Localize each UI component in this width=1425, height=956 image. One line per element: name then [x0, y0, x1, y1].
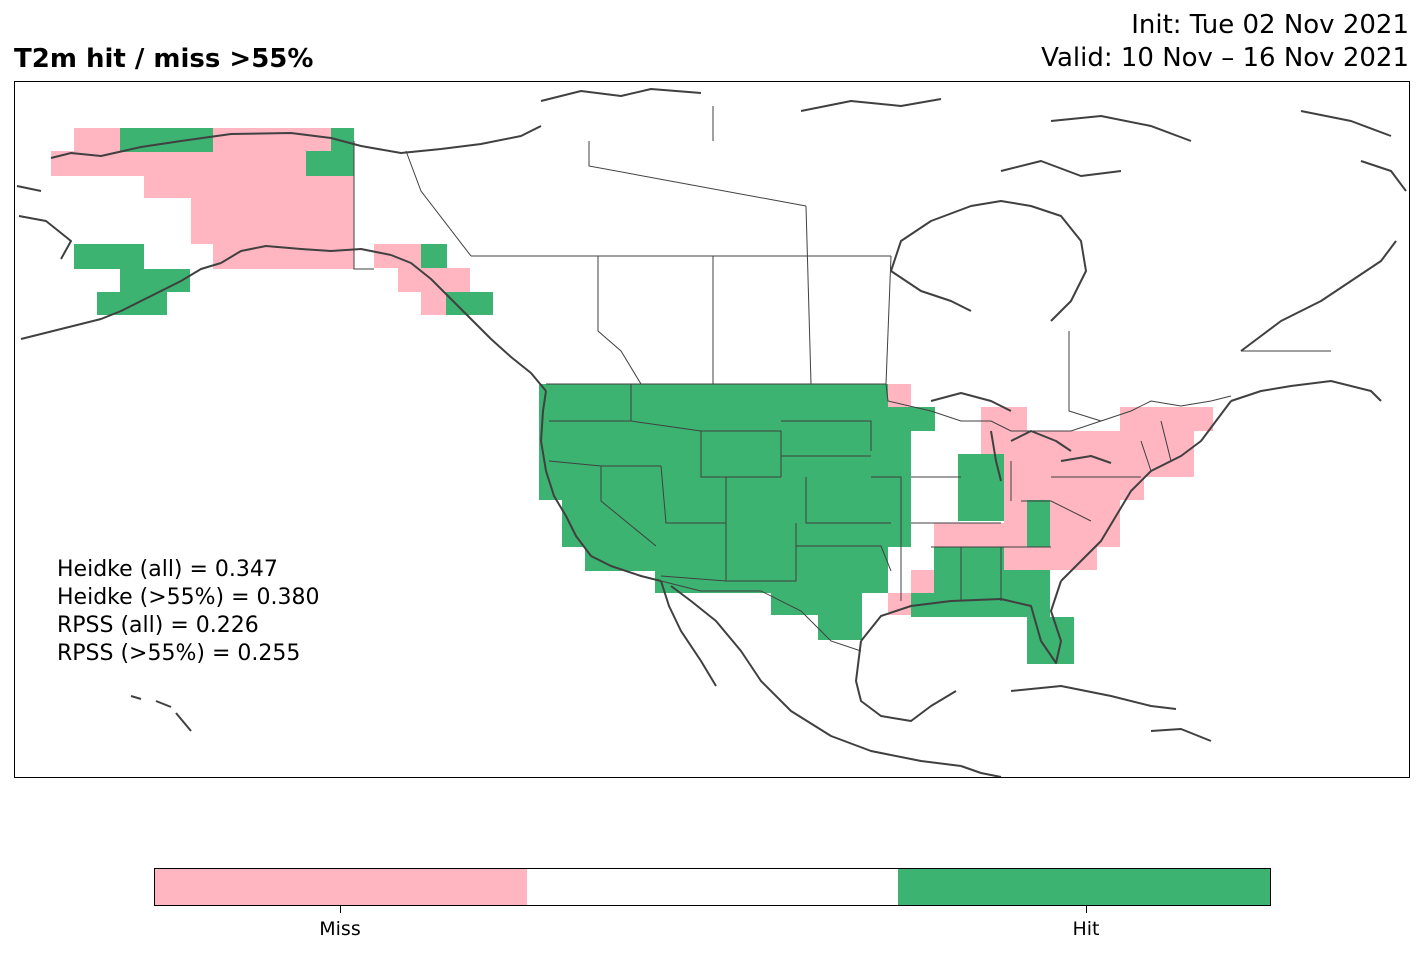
miss-cell	[888, 384, 911, 407]
hit-cell	[97, 292, 167, 315]
hit-cell	[539, 384, 888, 500]
hit-cell	[888, 407, 935, 431]
miss-cell	[191, 198, 354, 244]
miss-cell	[144, 176, 354, 198]
colorbar-neutral-segment	[526, 869, 899, 905]
coastlines	[16, 88, 1407, 777]
chart-title: T2m hit / miss >55%	[14, 44, 314, 74]
miss-cell	[1004, 454, 1194, 477]
score-heidke-all: Heidke (all) = 0.347	[57, 557, 278, 582]
miss-cell	[888, 593, 911, 615]
miss-cell	[934, 523, 1027, 547]
miss-cell	[1074, 431, 1194, 454]
colorbar-label-hit: Hit	[1072, 918, 1100, 940]
hit-cell	[421, 244, 447, 268]
miss-cell	[911, 570, 934, 593]
hit-cell	[655, 571, 888, 593]
miss-cell	[398, 268, 470, 292]
hit-cell	[1004, 570, 1050, 617]
grid-cells	[51, 128, 1213, 664]
miss-cell	[1120, 407, 1213, 431]
colorbar-tick-miss	[340, 906, 341, 913]
hit-cell	[771, 593, 862, 615]
colorbar-label-miss: Miss	[319, 918, 361, 940]
hit-cell	[331, 128, 354, 151]
miss-cell	[1050, 500, 1120, 547]
hit-cell	[818, 615, 862, 640]
borders	[353, 106, 1331, 652]
colorbar-hit-segment	[898, 869, 1271, 905]
hit-cell	[1027, 500, 1050, 547]
hit-cell	[1027, 617, 1074, 664]
hit-cell	[446, 292, 493, 315]
skill-scores: Heidke (all) = 0.347 Heidke (>55%) = 0.3…	[57, 556, 320, 668]
score-rpss-55: RPSS (>55%) = 0.255	[57, 641, 301, 666]
map-canvas	[16, 88, 1407, 777]
hit-cell	[74, 244, 144, 269]
colorbar-miss-segment	[155, 869, 527, 905]
miss-cell	[421, 292, 446, 315]
init-date: Init: Tue 02 Nov 2021	[1131, 10, 1409, 40]
score-heidke-55: Heidke (>55%) = 0.380	[57, 585, 320, 610]
miss-cell	[1027, 547, 1050, 570]
miss-cell	[1004, 547, 1027, 570]
score-rpss-all: RPSS (all) = 0.226	[57, 613, 259, 638]
miss-cell	[1004, 477, 1144, 500]
colorbar	[154, 868, 1271, 906]
valid-range: Valid: 10 Nov – 16 Nov 2021	[1041, 43, 1409, 73]
map-panel	[14, 81, 1410, 778]
colorbar-tick-hit	[1086, 906, 1087, 913]
hit-cell	[888, 431, 911, 547]
hit-cell	[120, 269, 190, 292]
hit-cell	[585, 547, 888, 571]
miss-cell	[1050, 547, 1097, 570]
hit-cell	[306, 151, 354, 176]
miss-cell	[981, 431, 1074, 454]
